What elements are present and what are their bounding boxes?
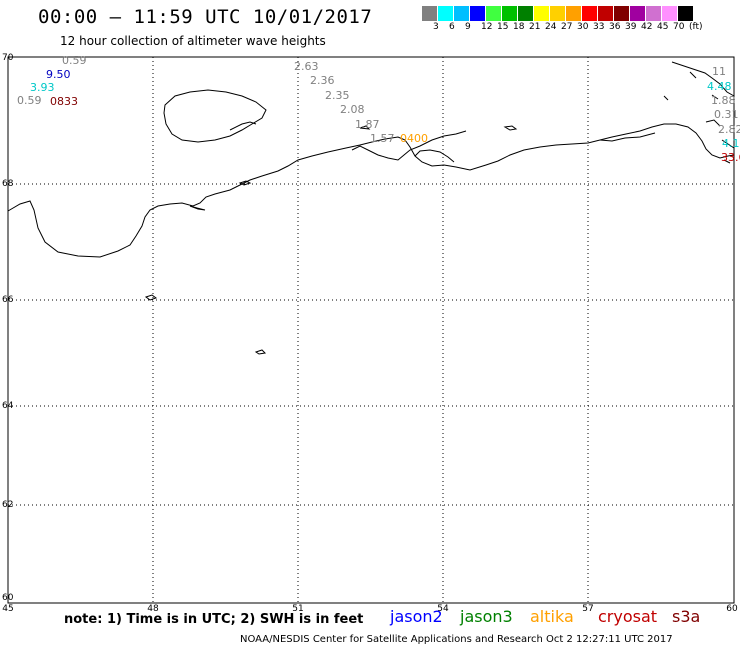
colorbar-swatch <box>614 6 630 21</box>
wave-height-value: 2.82 <box>718 123 740 136</box>
colorbar-label: 3 <box>433 22 439 32</box>
latitude-label: 60 <box>2 593 14 603</box>
coastline-east <box>599 132 656 142</box>
coastline-nz-bits <box>663 71 721 127</box>
latitude-label: 64 <box>2 401 14 411</box>
legend-entry-cryosat: cryosat <box>598 607 658 626</box>
wave-height-value: 2.36 <box>310 74 335 87</box>
colorbar-label: 36 <box>609 22 621 32</box>
map-subtitle: 12 hour collection of altimeter wave hei… <box>60 34 326 48</box>
wave-height-value: 33.6 <box>721 151 740 164</box>
colorbar-swatch <box>454 6 470 21</box>
wave-height-value: 11 <box>712 65 726 78</box>
colorbar-swatch <box>566 6 582 21</box>
colorbar-label: 45 <box>657 22 669 32</box>
map-frame <box>7 56 735 604</box>
wave-height-colorbar <box>422 6 694 21</box>
coastline-peninsula <box>351 130 467 161</box>
latitude-label: 62 <box>2 500 13 510</box>
wave-height-value: 1.57 <box>370 132 395 145</box>
wave-height-value: 4.1 <box>722 137 740 150</box>
wave-height-value: 1.88 <box>711 94 736 107</box>
colorbar-swatch <box>582 6 598 21</box>
legend-entry-s3a: s3a <box>672 607 701 626</box>
credit-line: NOAA/NESDIS Center for Satellite Applica… <box>240 634 673 645</box>
colorbar-swatch <box>630 6 646 21</box>
colorbar-label: 27 <box>561 22 573 32</box>
colorbar-label: 39 <box>625 22 637 32</box>
island-small-1 <box>144 294 158 301</box>
island-kolguev-cape <box>229 121 257 131</box>
wave-height-value: 0833 <box>50 95 78 108</box>
coastline-inlet <box>414 149 455 163</box>
colorbar-swatch <box>486 6 502 21</box>
colorbar-label: 24 <box>545 22 557 32</box>
wave-height-value: 2.35 <box>325 89 350 102</box>
wave-height-value: 0.31 <box>714 108 739 121</box>
island-small-2 <box>254 349 267 355</box>
longitude-label: 48 <box>147 604 159 614</box>
colorbar-labels: 3 6 9 12 15 18 21 24 27 30 33 36 39 42 45 70 (ft) <box>422 22 740 34</box>
colorbar-swatch <box>518 6 534 21</box>
wave-height-value: 9.50 <box>46 68 71 81</box>
latitude-label: 70 <box>2 53 14 63</box>
latitude-labels: 70 68 66 64 62 60 <box>2 53 14 603</box>
map-title: 00:00 – 11:59 UTC 10/01/2017 <box>38 6 373 28</box>
colorbar-label: 21 <box>529 22 541 32</box>
longitude-label: 51 <box>292 604 303 614</box>
longitude-label: 57 <box>582 604 593 614</box>
colorbar-swatch <box>470 6 486 21</box>
colorbar-label: 12 <box>481 22 493 32</box>
coastline-ne-corner <box>721 139 735 164</box>
island-small-6 <box>359 125 371 130</box>
colorbar-label: 15 <box>497 22 509 32</box>
colorbar-label: 6 <box>449 22 455 32</box>
colorbar-swatch <box>438 6 454 21</box>
colorbar-label: 33 <box>593 22 605 32</box>
longitude-label: 60 <box>726 604 738 614</box>
coastline-mainland <box>7 123 735 258</box>
footer-note: note: 1) Time is in UTC; 2) SWH is in fe… <box>64 612 364 627</box>
island-small-4 <box>238 180 252 186</box>
colorbar-swatch <box>534 6 550 21</box>
legend-entry-altika: altika <box>530 607 574 626</box>
colorbar-label: 18 <box>513 22 525 32</box>
legend-entry-jason3: jason3 <box>460 607 513 626</box>
wave-height-value: 1.87 <box>355 118 380 131</box>
latitude-label: 68 <box>2 179 14 189</box>
wave-height-value: 2.63 <box>294 60 319 73</box>
colorbar-label: 30 <box>577 22 589 32</box>
legend-entry-jason2: jason2 <box>390 607 443 626</box>
colorbar-swatch <box>550 6 566 21</box>
latitude-label: 66 <box>2 295 14 305</box>
island-small-5 <box>503 125 518 131</box>
coastline <box>7 61 735 355</box>
wave-height-value: 0400 <box>400 132 428 145</box>
colorbar-swatch <box>598 6 614 21</box>
wave-height-values: 0.599.503.930.59 08332.632.362.352.081.87… <box>17 54 740 164</box>
wave-height-value: 3.93 <box>30 81 55 94</box>
wave-height-value: 0.59 <box>17 94 42 107</box>
colorbar-label: 9 <box>465 22 471 32</box>
island-small-3 <box>189 205 206 211</box>
colorbar-swatch <box>502 6 518 21</box>
colorbar-swatch <box>678 6 694 21</box>
coastline-novaya-zemlya <box>671 61 735 97</box>
colorbar-label: 70 <box>673 22 685 32</box>
graticule <box>8 57 734 603</box>
colorbar-swatch <box>662 6 678 21</box>
colorbar-swatch <box>646 6 662 21</box>
colorbar-label: (ft) <box>689 22 703 32</box>
island-kolguev <box>163 89 267 143</box>
colorbar-label: 42 <box>641 22 653 32</box>
wave-height-value: 2.08 <box>340 103 365 116</box>
wave-height-value: 0.59 <box>62 54 87 67</box>
longitude-labels: 45 48 51 54 57 60 <box>2 604 738 614</box>
wave-height-value: 4.48 <box>707 80 732 93</box>
colorbar-swatch <box>422 6 438 21</box>
longitude-label: 45 <box>2 604 13 614</box>
longitude-label: 54 <box>437 604 449 614</box>
